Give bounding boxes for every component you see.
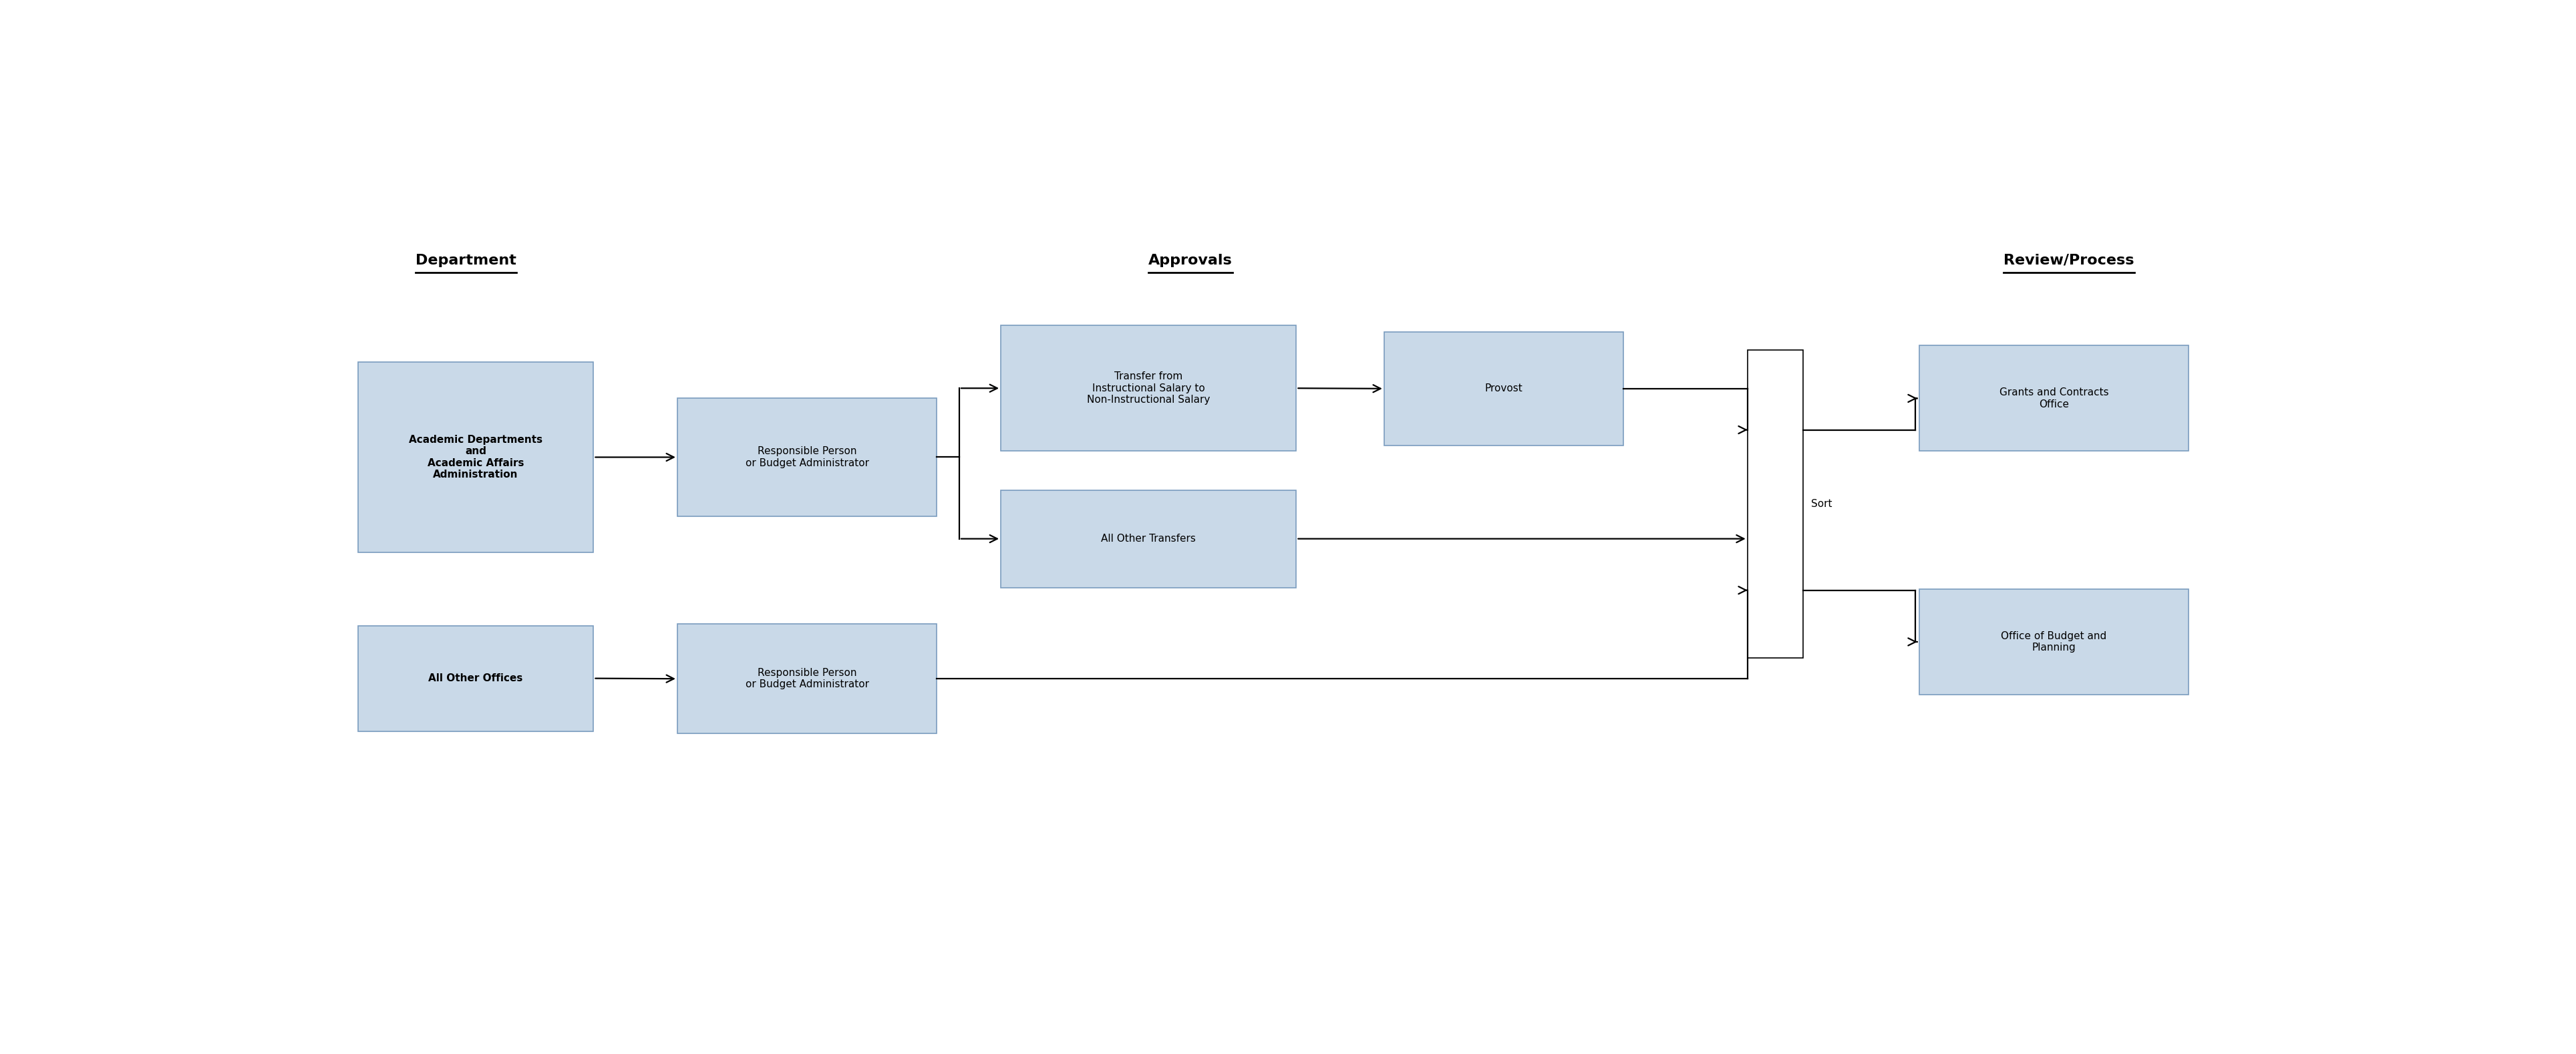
- FancyBboxPatch shape: [677, 398, 938, 516]
- Text: Review/Process: Review/Process: [2004, 254, 2133, 267]
- FancyBboxPatch shape: [1747, 350, 1803, 658]
- Text: Responsible Person
or Budget Administrator: Responsible Person or Budget Administrat…: [744, 447, 868, 468]
- FancyBboxPatch shape: [1919, 589, 2190, 695]
- Text: Transfer from
Instructional Salary to
Non-Instructional Salary: Transfer from Instructional Salary to No…: [1087, 372, 1211, 405]
- Text: Academic Departments
and
Academic Affairs
Administration: Academic Departments and Academic Affair…: [410, 434, 544, 480]
- Text: Provost: Provost: [1484, 384, 1522, 393]
- FancyBboxPatch shape: [677, 624, 938, 734]
- FancyBboxPatch shape: [1383, 332, 1623, 446]
- Text: All Other Offices: All Other Offices: [428, 674, 523, 683]
- Text: Grants and Contracts
Office: Grants and Contracts Office: [1999, 388, 2110, 409]
- Text: Responsible Person
or Budget Administrator: Responsible Person or Budget Administrat…: [744, 668, 868, 689]
- Text: Office of Budget and
Planning: Office of Budget and Planning: [2002, 631, 2107, 652]
- Text: Department: Department: [415, 254, 515, 267]
- Text: All Other Transfers: All Other Transfers: [1100, 533, 1195, 544]
- Text: Sort: Sort: [1811, 499, 1832, 509]
- FancyBboxPatch shape: [999, 490, 1296, 587]
- FancyBboxPatch shape: [1919, 346, 2190, 451]
- FancyBboxPatch shape: [358, 626, 592, 731]
- FancyBboxPatch shape: [999, 326, 1296, 451]
- Text: Approvals: Approvals: [1149, 254, 1231, 267]
- FancyBboxPatch shape: [358, 362, 592, 552]
